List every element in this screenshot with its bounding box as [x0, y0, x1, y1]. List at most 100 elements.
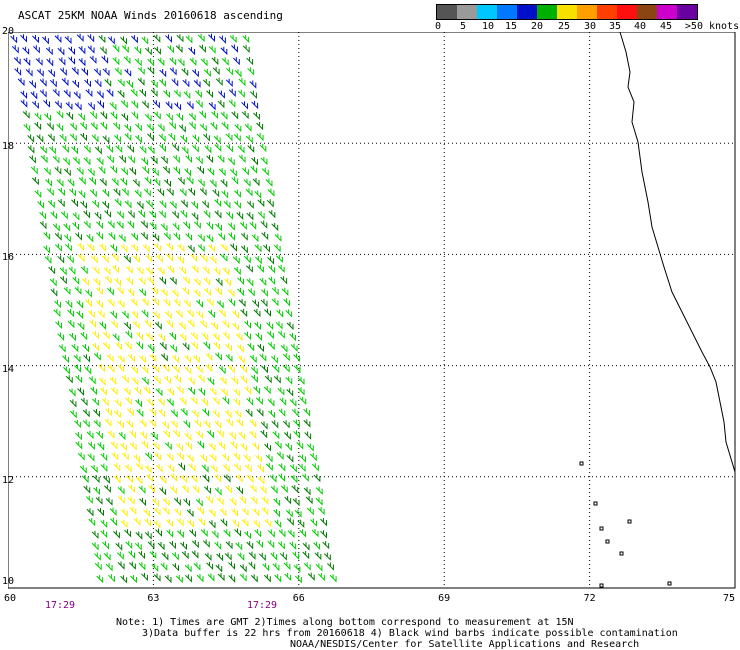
- wind-barb: [286, 517, 294, 526]
- wind-barb: [120, 167, 128, 176]
- wind-barb: [203, 133, 210, 142]
- wind-barb: [54, 34, 62, 43]
- wind-barb: [246, 57, 254, 66]
- wind-barb: [178, 462, 185, 472]
- wind-barb: [58, 344, 66, 353]
- wind-barb: [57, 199, 65, 208]
- wind-barb: [57, 332, 65, 341]
- wind-barb: [22, 110, 30, 119]
- wind-barb: [234, 409, 242, 419]
- wind-barb: [207, 573, 215, 582]
- wind-barb: [100, 519, 108, 529]
- wind-barb: [306, 443, 314, 452]
- wind-barb: [61, 144, 69, 153]
- wind-barb: [91, 134, 99, 143]
- wind-barb: [158, 210, 166, 219]
- wind-barb: [182, 287, 189, 296]
- wind-barb: [104, 209, 112, 218]
- wind-barb: [158, 333, 166, 342]
- wind-barb: [267, 341, 275, 351]
- wind-barb: [140, 431, 147, 440]
- colorbar-label: 15: [504, 21, 518, 32]
- wind-barb: [78, 190, 86, 199]
- wind-barb: [82, 419, 90, 428]
- wind-barb: [173, 232, 181, 241]
- wind-barb: [261, 231, 269, 241]
- wind-barb: [98, 34, 106, 44]
- wind-barb: [30, 91, 38, 100]
- wind-barb: [227, 157, 235, 166]
- wind-barb: [188, 463, 196, 472]
- wind-barb: [212, 409, 220, 419]
- wind-barb: [78, 176, 86, 185]
- wind-barb: [95, 496, 103, 505]
- colorbar-label: 10: [481, 21, 495, 32]
- wind-barb: [234, 123, 242, 133]
- wind-barb: [236, 418, 244, 427]
- wind-barb: [277, 387, 285, 396]
- wind-barb: [186, 508, 194, 518]
- wind-barb: [157, 123, 165, 132]
- wind-barb: [255, 332, 263, 341]
- wind-barb: [112, 333, 120, 342]
- wind-barb: [220, 518, 228, 527]
- wind-barb: [225, 343, 232, 352]
- wind-barb: [109, 507, 117, 516]
- wind-barb: [145, 254, 153, 263]
- wind-barb: [32, 45, 40, 54]
- wind-barb: [118, 234, 126, 243]
- wind-barb: [34, 189, 42, 199]
- wind-barb: [204, 145, 212, 154]
- wind-barb: [273, 244, 281, 253]
- wind-barb: [195, 365, 203, 374]
- wind-barb: [289, 464, 297, 473]
- wind-barb: [197, 33, 205, 43]
- wind-barb: [189, 529, 196, 538]
- wind-barb: [153, 376, 161, 385]
- wind-barb: [135, 399, 143, 408]
- wind-barb: [208, 102, 216, 111]
- wind-barb: [39, 145, 47, 154]
- wind-barb: [120, 575, 128, 584]
- wind-barb: [252, 299, 259, 308]
- wind-barb: [120, 244, 128, 253]
- wind-barb: [184, 168, 192, 177]
- wind-barb: [197, 374, 205, 383]
- wind-barb: [241, 518, 249, 527]
- wind-barb: [193, 79, 201, 88]
- wind-barb: [219, 35, 226, 44]
- wind-barb: [180, 199, 188, 208]
- wind-barb: [233, 266, 241, 276]
- wind-barb: [159, 200, 167, 209]
- wind-barb: [144, 531, 152, 540]
- wind-barb: [157, 57, 165, 67]
- wind-barb: [87, 102, 95, 111]
- wind-barb: [246, 212, 254, 221]
- wind-barb: [150, 88, 158, 98]
- wind-barb: [54, 300, 61, 309]
- wind-barb: [176, 34, 184, 43]
- wind-barb: [177, 255, 184, 265]
- wind-barb: [77, 242, 85, 252]
- colorbar-label: 5: [459, 21, 467, 32]
- wind-barb: [63, 234, 71, 243]
- wind-barb: [241, 101, 249, 110]
- wind-barb: [171, 289, 179, 298]
- wind-barb: [159, 475, 167, 484]
- wind-barb: [298, 463, 306, 473]
- wind-barb: [69, 410, 77, 419]
- wind-barb: [149, 419, 156, 428]
- wind-barb: [115, 542, 123, 551]
- wind-barb: [193, 289, 201, 298]
- colorbar-segment: [497, 5, 517, 19]
- wind-barb: [199, 187, 207, 196]
- wind-barb: [271, 355, 278, 364]
- wind-barb: [155, 388, 163, 397]
- wind-barb: [277, 330, 285, 339]
- wind-barb: [121, 188, 129, 197]
- wind-barb: [77, 452, 85, 461]
- wind-barb: [43, 99, 50, 108]
- wind-barb: [129, 442, 137, 451]
- wind-barb: [138, 485, 146, 494]
- wind-barb: [153, 178, 161, 187]
